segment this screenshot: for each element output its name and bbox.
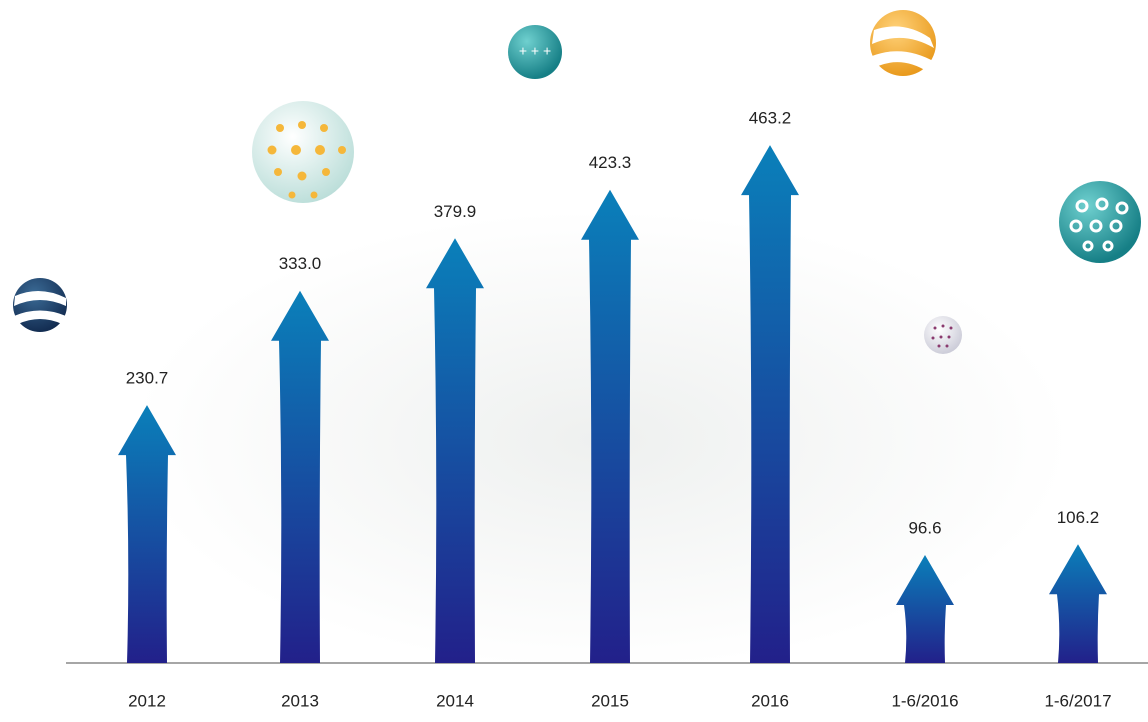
arrow-bar <box>426 238 484 664</box>
value-label: 106.2 <box>1057 508 1100 527</box>
x-tick-label: 2013 <box>281 691 319 710</box>
arrow-bar <box>896 555 954 663</box>
x-tick-label: 2016 <box>751 691 789 710</box>
value-label: 379.9 <box>434 202 477 221</box>
x-tick-label: 2012 <box>128 691 166 710</box>
value-label: 463.2 <box>749 109 792 128</box>
x-tick-label: 2015 <box>591 691 629 710</box>
value-label: 96.6 <box>908 518 941 537</box>
svg-text:+ + +: + + + <box>519 43 551 59</box>
arrow-bar <box>741 145 799 663</box>
arrow-bar <box>118 405 176 663</box>
arrow-bar <box>1049 544 1107 663</box>
x-tick-label: 1-6/2017 <box>1044 691 1111 710</box>
x-tick-label: 2014 <box>436 691 474 710</box>
x-tick-label: 1-6/2016 <box>891 691 958 710</box>
arrow-bar <box>271 290 329 663</box>
value-label: 423.3 <box>589 153 632 172</box>
value-label: 230.7 <box>126 369 169 388</box>
arrow-bar <box>581 189 639 663</box>
decorations: + + + <box>13 10 1141 354</box>
value-label: 333.0 <box>279 254 322 273</box>
